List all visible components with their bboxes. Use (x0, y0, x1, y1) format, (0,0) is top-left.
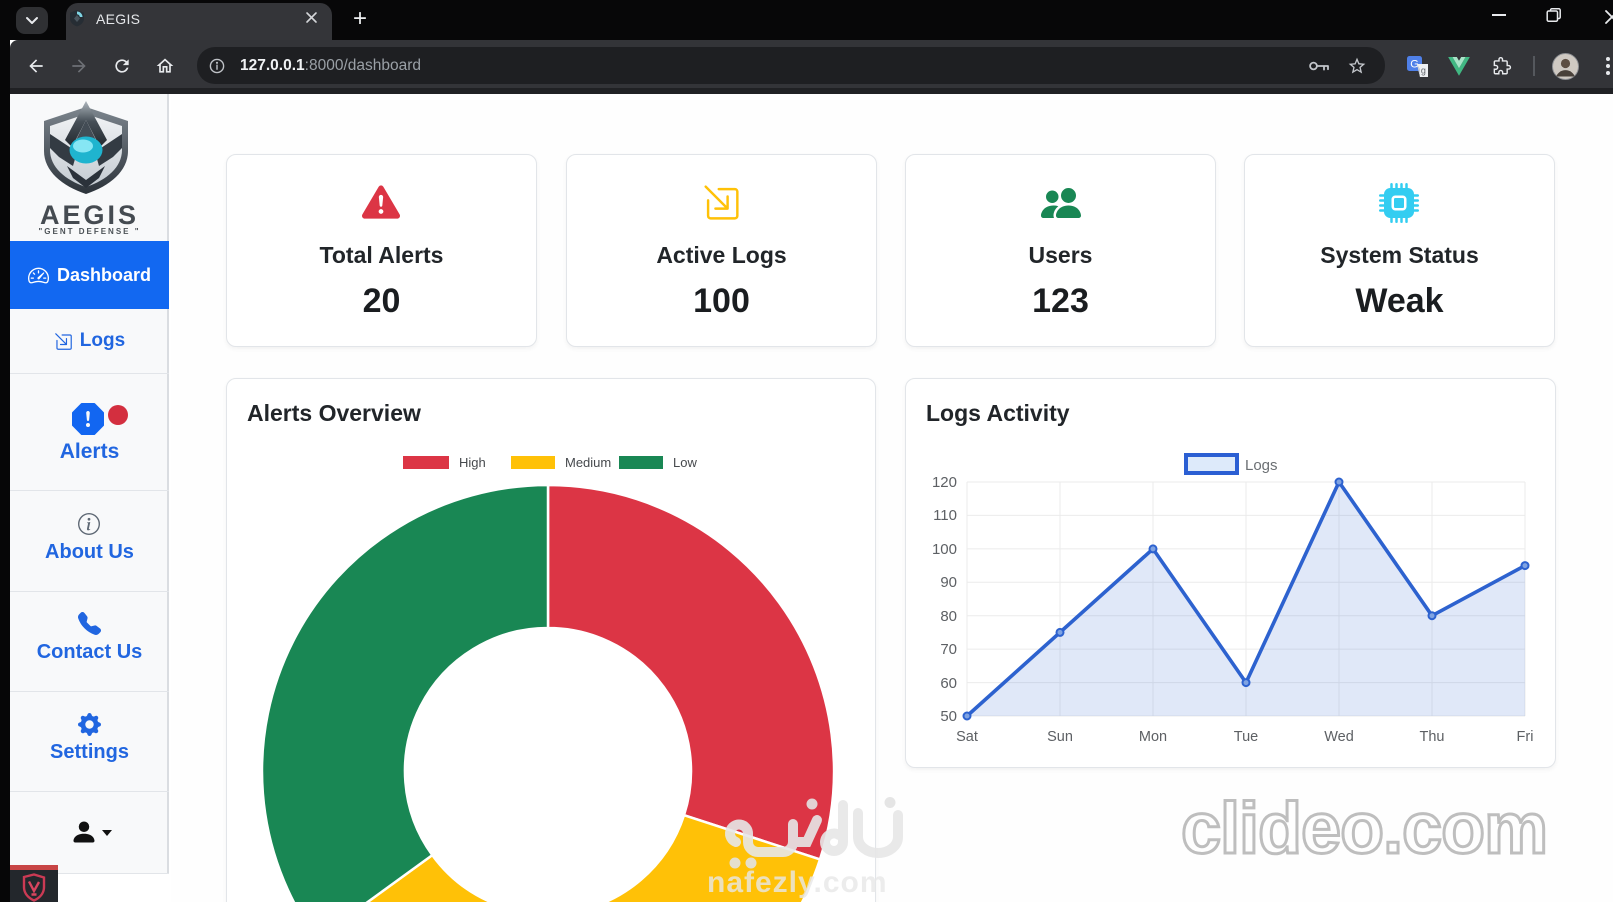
svg-text:Fri: Fri (1517, 729, 1534, 745)
svg-text:g: g (1421, 66, 1426, 76)
svg-text:Logs: Logs (1245, 457, 1278, 474)
svg-text:90: 90 (940, 574, 957, 591)
svg-text:Tue: Tue (1234, 729, 1258, 745)
svg-text:70: 70 (940, 641, 957, 658)
svg-text:60: 60 (940, 675, 957, 692)
svg-text:Wed: Wed (1324, 729, 1354, 745)
svg-text:80: 80 (940, 608, 957, 625)
svg-text:110: 110 (933, 507, 957, 524)
svg-text:Thu: Thu (1420, 729, 1445, 745)
svg-text:50: 50 (940, 708, 957, 725)
svg-text:Mon: Mon (1139, 729, 1167, 745)
svg-text:100: 100 (932, 541, 957, 558)
svg-text:Sun: Sun (1047, 729, 1073, 745)
svg-text:Sat: Sat (956, 729, 978, 745)
svg-text:120: 120 (932, 474, 957, 491)
svg-text:G: G (1410, 59, 1419, 71)
